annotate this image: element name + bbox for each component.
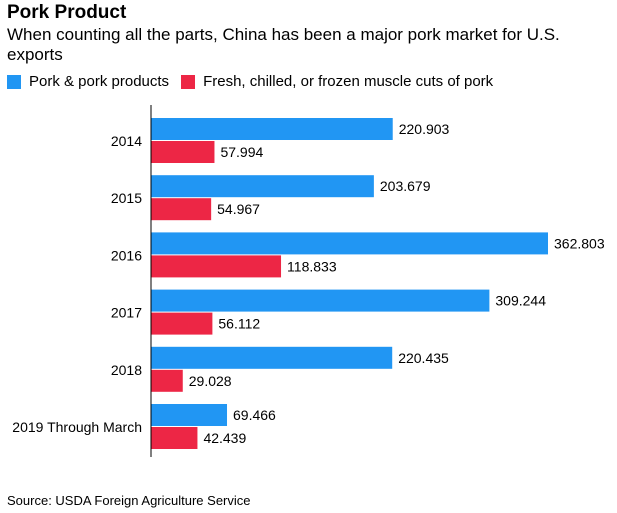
bar-pork-products <box>151 118 393 140</box>
category-label: 2016 <box>111 247 142 263</box>
value-label: 29.028 <box>189 373 232 389</box>
bar-muscle-cuts <box>151 427 198 449</box>
value-label: 220.903 <box>399 121 450 137</box>
legend-label-muscle-cuts: Fresh, chilled, or frozen muscle cuts of… <box>203 73 494 90</box>
bar-muscle-cuts <box>151 255 282 278</box>
legend-item-muscle-cuts: Fresh, chilled, or frozen muscle cuts of… <box>181 73 493 90</box>
bar-muscle-cuts <box>151 141 215 163</box>
legend: Pork & pork products Fresh, chilled, or … <box>7 73 505 90</box>
value-label: 118.833 <box>287 258 337 274</box>
value-label: 42.439 <box>203 430 246 446</box>
value-label: 56.112 <box>218 316 260 332</box>
bar-chart: 2014 220.903 57.994 2015 203.679 54.967 2016 36… <box>12 105 605 457</box>
bar-pork-products <box>151 404 228 426</box>
category-label: 2017 <box>111 305 142 321</box>
legend-label-pork-products: Pork & pork products <box>29 73 170 90</box>
bar-muscle-cuts <box>151 312 213 335</box>
chart-subtitle: When counting all the parts, China has b… <box>7 25 560 64</box>
category-label: 2015 <box>111 190 142 206</box>
legend-swatch-muscle-cuts <box>181 74 196 89</box>
value-label: 69.466 <box>233 407 276 423</box>
value-label: 203.679 <box>380 178 431 194</box>
value-label: 362.803 <box>554 235 605 251</box>
value-label: 309.244 <box>495 293 546 309</box>
category-label: 2018 <box>111 362 142 378</box>
chart-title: Pork Product <box>7 2 127 23</box>
bar-pork-products <box>151 346 393 369</box>
value-label: 57.994 <box>220 144 263 160</box>
bar-muscle-cuts <box>151 198 212 221</box>
category-label: 2014 <box>111 133 142 149</box>
value-label: 54.967 <box>217 201 260 217</box>
legend-swatch-pork-products <box>7 74 21 89</box>
legend-item-pork-products: Pork & pork products <box>7 73 169 90</box>
bar-muscle-cuts <box>151 369 183 392</box>
bar-pork-products <box>151 175 374 198</box>
category-label: 2019 Through March <box>12 419 142 435</box>
source-note: Source: USDA Foreign Agriculture Service <box>7 493 251 508</box>
value-label: 220.435 <box>398 350 449 366</box>
bar-pork-products <box>151 289 490 312</box>
bar-pork-products <box>151 232 548 255</box>
